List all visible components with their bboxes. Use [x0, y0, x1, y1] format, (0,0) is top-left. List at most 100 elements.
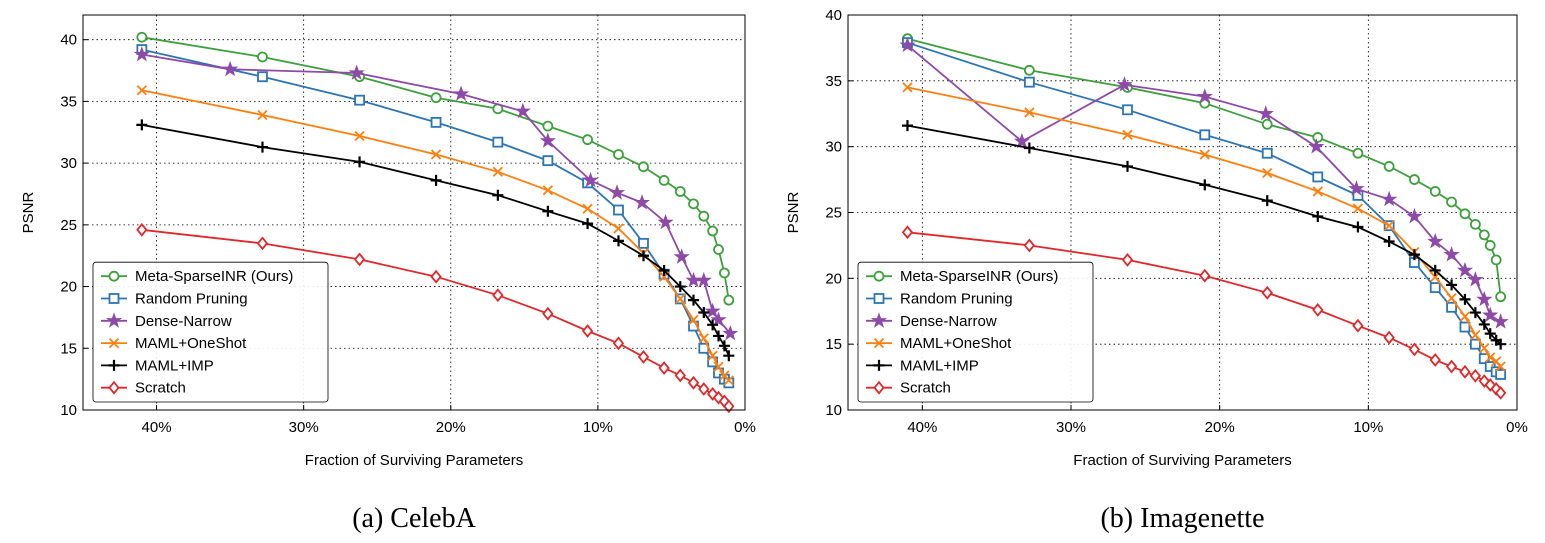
y-tick-label: 20: [60, 279, 77, 296]
marker: [706, 387, 719, 401]
marker: [685, 271, 702, 288]
marker: [542, 306, 554, 321]
legend-marker: [108, 359, 120, 371]
marker: [638, 161, 649, 173]
marker: [430, 174, 442, 186]
y-tick-label: 25: [60, 217, 77, 234]
marker: [136, 85, 147, 96]
marker: [698, 306, 710, 318]
marker: [1429, 186, 1441, 197]
marker: [1312, 171, 1324, 183]
marker: [1456, 261, 1474, 278]
series-line: [906, 44, 1502, 323]
marker: [1261, 118, 1273, 130]
marker: [1023, 238, 1036, 253]
y-tick-label: 10: [60, 402, 77, 419]
x-axis-label: Fraction of Surviving Parameters: [1073, 452, 1291, 469]
marker: [1446, 196, 1457, 208]
marker: [1445, 359, 1458, 374]
legend-box: [92, 261, 329, 403]
marker: [1199, 149, 1210, 160]
y-tick-label: 20: [825, 270, 842, 287]
marker: [136, 119, 148, 131]
marker: [492, 166, 503, 177]
marker: [582, 134, 593, 146]
plot: 40% 30% 20% 10% 0% 10 15 20 25 30 35 40 Fraction of …: [20, 14, 756, 469]
marker: [1312, 186, 1323, 197]
legend-marker: [873, 359, 885, 371]
marker: [1469, 307, 1481, 319]
marker: [698, 382, 710, 396]
marker: [430, 92, 442, 104]
marker: [633, 194, 651, 210]
marker: [133, 45, 150, 62]
marker: [637, 250, 649, 262]
marker: [1484, 328, 1496, 340]
legend-label: MAML+OneShot: [900, 335, 1012, 352]
marker: [1469, 368, 1482, 383]
marker: [1023, 142, 1035, 154]
marker: [1446, 279, 1458, 291]
marker: [638, 237, 649, 249]
legend-label: Meta-SparseINR (Ours): [900, 268, 1058, 285]
marker: [1484, 240, 1496, 251]
legend-label: Random Pruning: [135, 291, 248, 308]
legend-label: Random Pruning: [900, 291, 1013, 308]
x-tick-label: 30%: [1056, 419, 1086, 436]
marker: [1478, 229, 1490, 241]
marker: [542, 120, 554, 132]
marker: [1199, 179, 1211, 191]
marker: [1199, 268, 1211, 283]
x-tick-label: 10%: [1353, 419, 1383, 436]
marker: [539, 132, 556, 148]
marker: [1459, 208, 1471, 220]
y-tick-label: 35: [825, 73, 842, 90]
y-tick-label: 15: [825, 336, 842, 353]
marker: [675, 293, 686, 305]
y-axis-label: PSNR: [20, 192, 37, 234]
marker: [542, 155, 554, 167]
marker: [514, 102, 531, 119]
marker: [1443, 246, 1460, 262]
marker: [718, 340, 730, 352]
legend-marker: [873, 380, 885, 395]
marker: [452, 85, 470, 101]
marker: [1495, 291, 1507, 303]
marker: [1121, 252, 1134, 267]
marker: [688, 294, 700, 306]
legend-label: Dense-Narrow: [135, 313, 232, 330]
marker: [256, 141, 268, 153]
marker: [902, 82, 913, 93]
marker: [1495, 369, 1507, 380]
marker: [1308, 138, 1325, 154]
caption: (a) CelebA: [352, 503, 476, 534]
marker: [1352, 147, 1364, 159]
marker: [1459, 293, 1471, 305]
marker: [221, 60, 239, 77]
marker: [1013, 132, 1031, 149]
y-tick-label: 40: [825, 7, 842, 24]
marker: [1348, 180, 1365, 196]
marker: [1261, 285, 1273, 300]
marker: [688, 314, 699, 326]
marker: [1469, 218, 1481, 230]
y-tick-label: 10: [825, 402, 842, 419]
marker: [136, 31, 148, 43]
legend: Meta-SparseINR (Ours) Random Pruning Dense…: [857, 261, 1094, 403]
marker: [698, 333, 709, 344]
marker: [1381, 190, 1398, 207]
marker: [1492, 313, 1509, 329]
marker: [613, 204, 624, 216]
caption: (b) Imagenette: [1100, 503, 1264, 534]
legend: Meta-SparseINR (Ours) Random Pruning Dense…: [92, 261, 329, 403]
legend-label: MAML+IMP: [900, 357, 979, 374]
marker: [723, 399, 735, 414]
marker: [1429, 353, 1441, 367]
marker: [713, 361, 724, 372]
legend-label: MAML+IMP: [135, 357, 214, 374]
legend-label: Dense-Narrow: [900, 313, 997, 330]
marker: [1490, 382, 1502, 396]
marker: [430, 269, 442, 284]
